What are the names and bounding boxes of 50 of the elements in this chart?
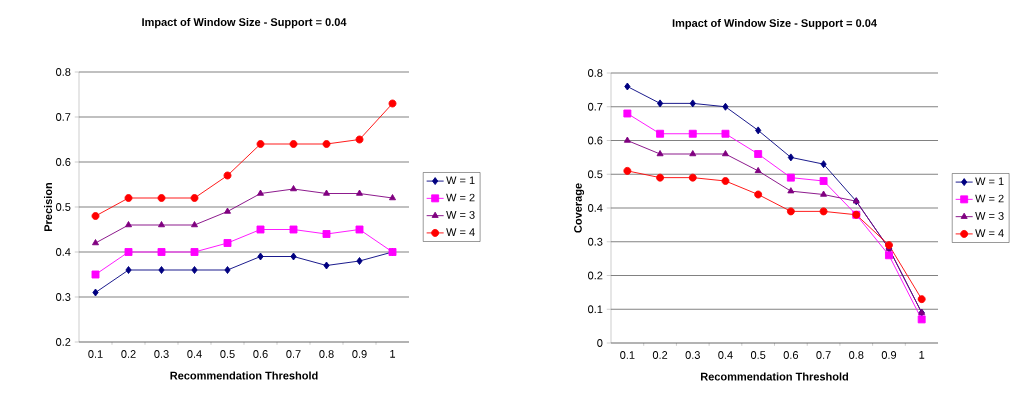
x-tick-label: 0.1 — [620, 351, 635, 359]
y-axis-title: Coverage — [574, 183, 585, 233]
x-tick-label: 0.8 — [849, 351, 864, 359]
y-tick-label: 0.4 — [56, 248, 71, 256]
y-tick-label: 0.6 — [56, 158, 71, 166]
chart-title: Impact of Window Size - Support = 0.04 — [142, 17, 347, 29]
y-tick-label: 0.3 — [56, 293, 71, 301]
legend-label: W = 3 — [975, 211, 1004, 220]
x-tick-label: 0.3 — [685, 351, 700, 359]
x-tick-label: 0.6 — [253, 350, 268, 358]
y-tick-label: 0.2 — [56, 338, 71, 346]
y-tick-label: 0.1 — [588, 305, 603, 314]
y-tick-label: 0.8 — [56, 68, 71, 76]
y-tick-label: 0.5 — [588, 170, 603, 179]
x-tick-label: 0.2 — [652, 351, 668, 359]
chart-title: Impact of Window Size - Support = 0.04 — [672, 18, 877, 30]
legend-label: W = 4 — [975, 229, 1004, 237]
x-tick-label: 0.9 — [352, 350, 367, 358]
x-tick-label: 0.4 — [187, 350, 202, 358]
x-tick-label: 0.4 — [718, 351, 733, 359]
legend-label: W = 3 — [446, 210, 475, 219]
y-tick-label: 0.3 — [588, 237, 603, 246]
x-tick-label: 0.8 — [319, 350, 334, 358]
y-tick-label: 0.5 — [56, 203, 71, 211]
x-tick-label: 0.6 — [783, 351, 799, 359]
x-tick-label: 1 — [390, 350, 396, 358]
legend-label: W = 1 — [446, 176, 475, 185]
x-tick-label: 0.1 — [88, 350, 103, 358]
x-tick-label: 0.9 — [881, 351, 897, 359]
y-axis-title: Precision — [43, 182, 53, 232]
y-tick-label: 0.7 — [588, 102, 603, 111]
x-tick-label: 0.2 — [121, 350, 136, 358]
y-tick-label: 0.8 — [588, 69, 603, 77]
y-tick-label: 0.6 — [588, 136, 603, 145]
y-tick-label: 0.2 — [588, 271, 603, 280]
legend-label: W = 2 — [975, 194, 1004, 203]
legend-label: W = 2 — [446, 193, 475, 202]
y-tick-label: 0 — [597, 339, 603, 347]
x-tick-label: 1 — [919, 351, 925, 359]
x-tick-label: 0.5 — [750, 351, 766, 359]
x-axis-title: Recommendation Threshold — [700, 372, 849, 381]
x-tick-label: 0.7 — [286, 350, 301, 358]
x-tick-label: 0.7 — [816, 351, 831, 359]
y-tick-label: 0.4 — [588, 204, 603, 212]
x-tick-label: 0.5 — [220, 350, 235, 358]
legend-label: W = 1 — [975, 177, 1004, 186]
legend-label: W = 4 — [446, 228, 475, 236]
y-tick-label: 0.7 — [56, 113, 71, 121]
x-axis-title: Recommendation Threshold — [170, 371, 318, 380]
x-tick-label: 0.3 — [154, 350, 169, 358]
